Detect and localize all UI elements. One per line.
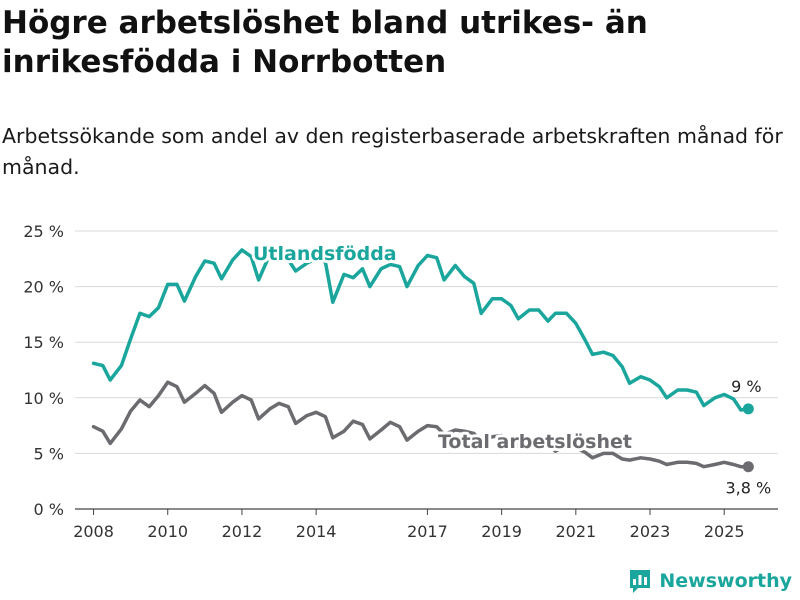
x-axis: 2008 2010 2012 2014 2017 2019 2021 2023 2025 [73,509,745,541]
series-label-utlandsfodda: Utlandsfödda [253,243,397,265]
x-tick-label: 2010 [147,522,188,541]
end-point-utlandsfodda [742,403,754,415]
brand-name: Newsworthy [659,570,792,592]
x-tick-label: 2021 [555,522,596,541]
chart-title: Högre arbetslöshet bland utrikes- än inr… [2,5,648,80]
line-chart: 0 %5 %10 %15 %20 %25 % 2008 2010 2012 2014 2… [23,222,778,541]
x-tick-label: 2025 [704,522,745,541]
x-tick-label: 2008 [73,522,114,541]
x-tick-label: 2023 [630,522,671,541]
grid-lines [75,230,778,510]
series-label-total: Total arbetslöshet [438,431,632,453]
x-tick-label: 2019 [481,522,522,541]
newsworthy-logo-icon [630,570,651,593]
x-tick-label: 2017 [407,522,448,541]
series-line-total [91,380,751,469]
x-tick-label: 2014 [296,522,337,541]
series-labels: Utlandsfödda Total arbetslöshet 9 % 3,8 % [250,240,771,498]
series-lines [91,248,754,473]
y-axis: 0 % 5 % 10 % 15 % 20 % 25 % [23,222,64,519]
x-tick-label: 2012 [222,522,263,541]
y-tick-label: 15 % [23,333,64,352]
end-point-total [742,461,754,473]
brand-logo: Newsworthy [629,568,792,594]
end-label-utlandsfodda: 9 % [731,377,761,396]
y-tick-label: 25 % [23,222,64,241]
chart-subtitle: Arbetssökande som andel av den registerb… [2,124,783,179]
y-tick-label: 0 % [34,500,64,519]
y-tick-label: 10 % [23,389,64,408]
end-label-total: 3,8 % [725,479,771,498]
y-tick-label: 20 % [23,278,64,297]
y-tick-label: 5 % [34,444,64,463]
series-line-utlandsfodda [91,248,751,412]
